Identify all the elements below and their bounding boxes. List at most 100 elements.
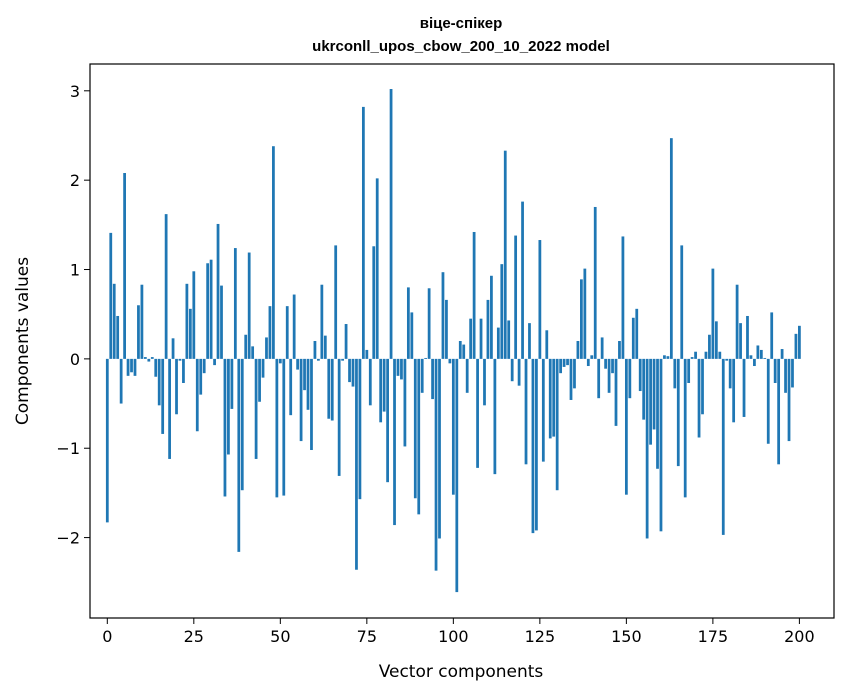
bar (507, 320, 511, 359)
bar (389, 89, 393, 359)
bar (559, 358, 563, 374)
bar (669, 138, 673, 359)
bar (227, 358, 230, 455)
bar (479, 318, 483, 359)
bar (652, 358, 656, 430)
bar (645, 358, 649, 539)
bar (510, 358, 514, 382)
bar (427, 288, 431, 359)
y-tick-label: 0 (70, 350, 80, 369)
bar (514, 235, 518, 359)
bar (583, 268, 587, 359)
y-tick-label: −2 (56, 529, 80, 548)
bar (735, 284, 739, 359)
bar (721, 358, 725, 535)
bar (593, 206, 597, 359)
bar (431, 358, 434, 400)
bar (109, 232, 113, 359)
bar (607, 358, 611, 393)
bar (590, 355, 594, 359)
bar (576, 341, 580, 359)
bar (714, 321, 718, 359)
bar (604, 358, 607, 369)
bar (455, 358, 459, 593)
bar (223, 358, 227, 497)
x-tick-label: 100 (438, 627, 469, 646)
bar (725, 358, 729, 361)
bar (521, 201, 524, 359)
bar (555, 358, 559, 491)
bar (552, 358, 556, 437)
bar (472, 231, 476, 359)
bar (188, 308, 192, 359)
bar (434, 358, 438, 571)
bar (355, 358, 358, 570)
bar (130, 358, 133, 373)
bar (441, 272, 445, 359)
bar (220, 285, 223, 359)
bar (126, 358, 130, 376)
bar (614, 358, 618, 426)
bar (545, 330, 549, 359)
bar (548, 358, 552, 439)
x-tick-label: 25 (184, 627, 204, 646)
bar (673, 358, 677, 389)
bar (708, 334, 711, 359)
bar (753, 358, 756, 367)
bar (417, 358, 421, 515)
bar (386, 358, 389, 483)
bar (528, 323, 531, 359)
bar (749, 355, 753, 359)
bar (638, 358, 642, 392)
bar (524, 358, 528, 465)
bar (306, 358, 310, 410)
bar (676, 358, 680, 467)
x-tick-label: 0 (102, 627, 112, 646)
bar (742, 358, 746, 417)
bar (586, 358, 590, 367)
bar (538, 240, 542, 359)
bar (496, 327, 500, 359)
bar (562, 358, 566, 367)
bar (465, 358, 469, 393)
y-tick-label: 2 (70, 171, 80, 190)
y-tick-label: 1 (70, 261, 80, 280)
bar (718, 351, 722, 359)
bar (261, 358, 265, 378)
y-tick-label: 3 (70, 82, 80, 101)
bar (663, 355, 666, 359)
bar (476, 358, 479, 468)
bar (230, 358, 234, 409)
bar (233, 248, 237, 359)
bar (168, 358, 171, 459)
bar (541, 358, 545, 462)
bar (351, 358, 355, 387)
bar (469, 318, 473, 359)
bar (216, 223, 220, 359)
bar (517, 358, 521, 386)
bar (493, 358, 497, 475)
x-tick-label: 150 (611, 627, 642, 646)
bar (597, 358, 601, 399)
bar (573, 358, 576, 389)
bar (631, 317, 635, 359)
x-axis-label: Vector components (379, 662, 544, 682)
bar (777, 358, 781, 465)
bar (285, 306, 289, 359)
bar (694, 351, 697, 359)
y-axis-label: Components values (13, 257, 33, 425)
bars-group (105, 89, 801, 593)
x-tick-label: 200 (784, 627, 815, 646)
bar (784, 358, 787, 393)
bar (503, 150, 507, 359)
plot-frame (89, 63, 835, 619)
bar (424, 357, 428, 359)
bar (143, 357, 147, 359)
bar (770, 312, 774, 359)
bar (303, 358, 306, 391)
bar (739, 323, 742, 359)
bar (701, 358, 704, 415)
bar (711, 268, 715, 359)
bar (258, 358, 261, 402)
